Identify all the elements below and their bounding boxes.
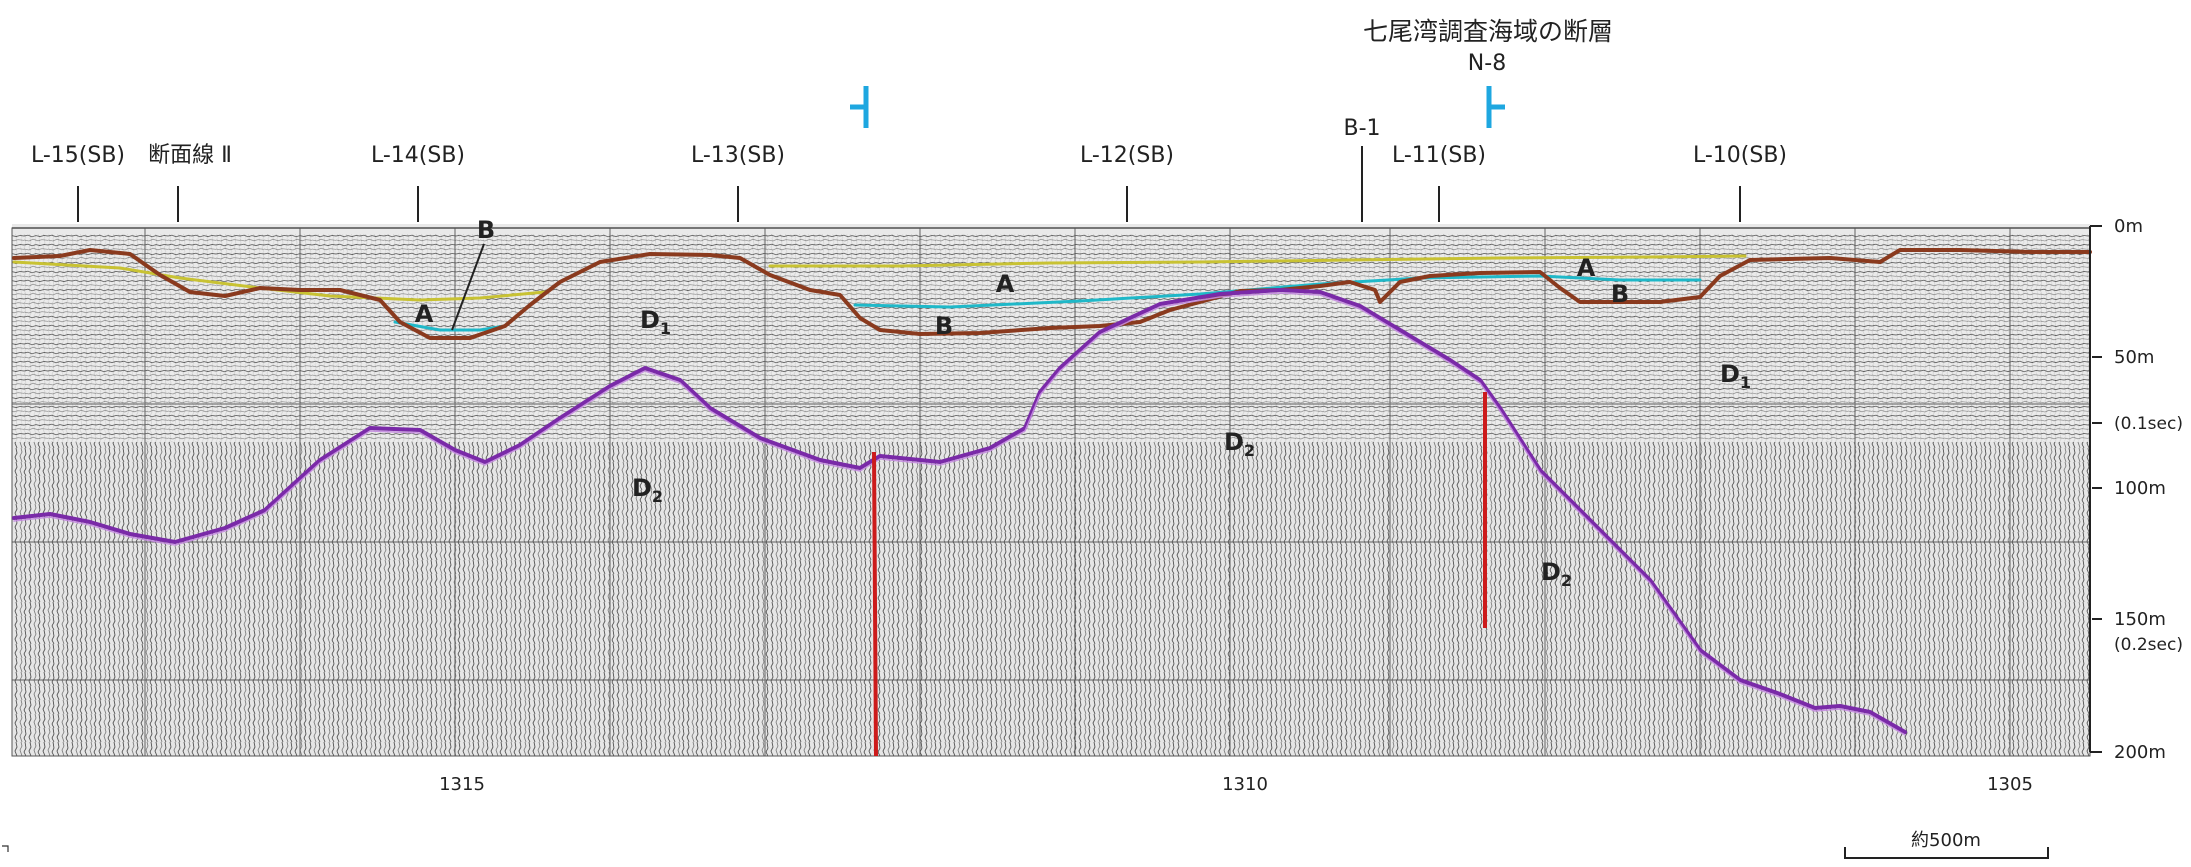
marker-right xyxy=(1486,86,1505,128)
unit-label-b-mid: B xyxy=(935,312,953,340)
horizon-a-yellow-right xyxy=(768,254,1747,268)
fault-left xyxy=(872,451,878,757)
bottom-label-1305: 1305 xyxy=(1987,774,2033,795)
depth-label-50m: 50m xyxy=(2114,347,2154,368)
bottom-label-1315: 1315 xyxy=(439,774,485,795)
horizon-b-cyan-left xyxy=(393,320,507,332)
horizon-d-purple-highlight xyxy=(13,292,1906,736)
unit-label-d2-mid: D2 xyxy=(1224,428,1255,460)
top-label-b1: B-1 xyxy=(1343,116,1380,141)
depth-label-150m: 150m xyxy=(2114,609,2166,630)
corner-mark xyxy=(2,845,9,852)
unit-label-d1-right: D1 xyxy=(1720,360,1751,392)
top-label-l15: L-15(SB) xyxy=(31,143,125,168)
horizon-d-purple xyxy=(12,288,1907,734)
top-label-l11: L-11(SB) xyxy=(1392,143,1486,168)
top-label-l14: L-14(SB) xyxy=(371,143,465,168)
depth-scale xyxy=(2089,225,2102,753)
marker-left xyxy=(850,86,869,128)
depth-label-200m: 200m xyxy=(2114,742,2166,763)
survey-line-ticks xyxy=(77,146,1741,222)
b-pointer-line xyxy=(451,243,485,331)
unit-label-a-mid: A xyxy=(996,270,1015,298)
depth-label-01sec: (0.1sec) xyxy=(2114,414,2183,434)
scale-bar: 約500m xyxy=(1844,830,2049,859)
figure-title: 七尾湾調査海域の断層 xyxy=(1363,17,1613,46)
section-id-label: N-8 xyxy=(1468,51,1506,76)
unit-label-d1-left: D1 xyxy=(640,306,671,338)
top-label-section2: 断面線 Ⅱ xyxy=(148,143,232,168)
scale-bar-label: 約500m xyxy=(1911,830,1981,851)
top-label-l13: L-13(SB) xyxy=(691,143,785,168)
depth-label-02sec: (0.2sec) xyxy=(2114,635,2183,655)
unit-label-d2-right: D2 xyxy=(1541,558,1572,590)
faults xyxy=(872,392,1487,757)
unit-label-a-l14: A xyxy=(415,300,434,328)
horizon-base-brown xyxy=(12,248,2092,340)
depth-label-100m: 100m xyxy=(2114,478,2166,499)
depth-label-0m: 0m xyxy=(2114,216,2143,237)
seismic-section xyxy=(11,224,2091,757)
unit-label-b-l14: B xyxy=(477,216,495,244)
top-label-l12: L-12(SB) xyxy=(1080,143,1174,168)
unit-label-b-right: B xyxy=(1611,280,1629,308)
unit-label-d2-left: D2 xyxy=(632,474,663,506)
top-label-l10: L-10(SB) xyxy=(1693,143,1787,168)
section-markers xyxy=(850,86,1505,128)
horizon-a-yellow-left xyxy=(12,260,547,302)
unit-label-a-right: A xyxy=(1577,254,1596,282)
bottom-label-1310: 1310 xyxy=(1222,774,1268,795)
